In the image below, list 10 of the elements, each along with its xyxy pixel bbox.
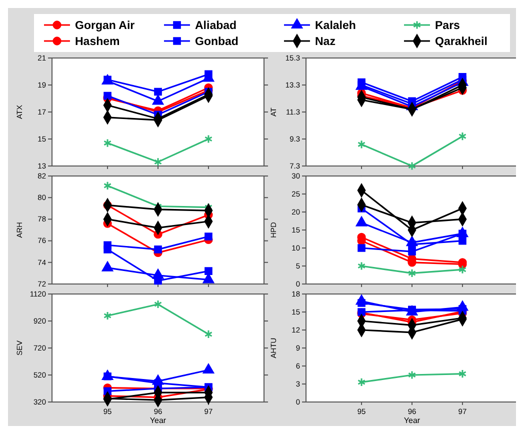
legend-label: Gorgan Air [75, 20, 136, 32]
legend-label: Naz [315, 36, 336, 48]
legend-label: Aliabad [195, 20, 237, 32]
legend-label: Qarakheil [435, 36, 488, 48]
legend-label: Kalaleh [315, 20, 356, 32]
legend-label: Pars [435, 20, 460, 32]
legend-label: Gonbad [195, 36, 238, 48]
x-axis-title: Year [404, 416, 420, 425]
x-axis-title: Year [150, 416, 166, 425]
legend-label: Hashem [75, 36, 120, 48]
